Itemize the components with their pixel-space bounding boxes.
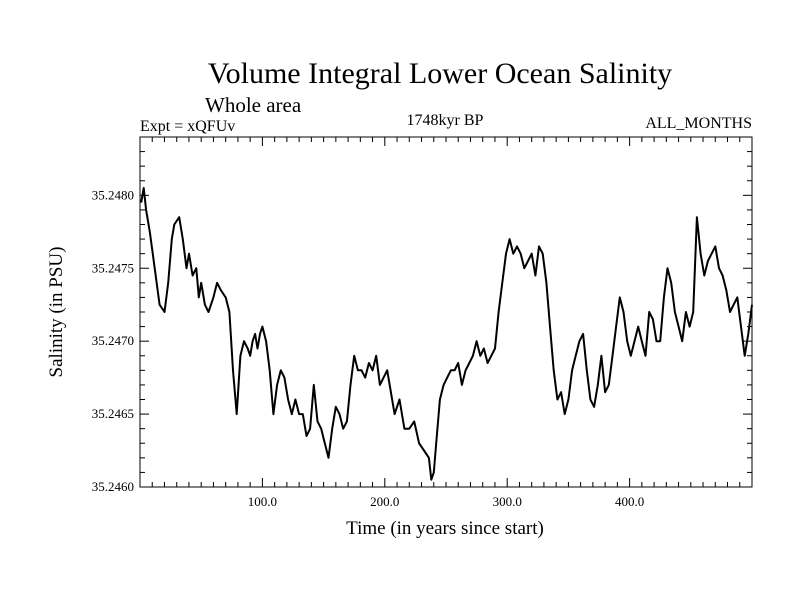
months-label: ALL_MONTHS <box>645 115 752 132</box>
y-tick-label: 35.2470 <box>92 333 134 348</box>
y-tick-label: 35.2465 <box>92 406 134 421</box>
chart-title: Volume Integral Lower Ocean Salinity <box>208 57 672 90</box>
x-tick-label: 200.0 <box>370 494 399 509</box>
plot-frame <box>139 136 753 488</box>
tick-labels: 100.0 200.0 300.0 400.0 35.2460 35.2465 35.247… <box>92 187 644 509</box>
y-tick-label: 35.2460 <box>92 479 134 494</box>
period-label: 1748kyr BP <box>407 112 484 129</box>
x-tick-label: 400.0 <box>615 494 644 509</box>
axis-ticks <box>140 137 752 487</box>
y-axis-label: Salinity (in PSU) <box>46 247 67 378</box>
chart-subtitle: Whole area <box>205 93 302 117</box>
y-tick-label: 35.2475 <box>92 260 134 275</box>
x-tick-label: 300.0 <box>493 494 522 509</box>
y-tick-label: 35.2480 <box>92 187 134 202</box>
x-axis-label: Time (in years since start) <box>346 518 544 539</box>
salinity-series-line <box>140 187 753 481</box>
experiment-label: Expt = xQFUv <box>140 118 235 135</box>
x-tick-label: 100.0 <box>248 494 277 509</box>
